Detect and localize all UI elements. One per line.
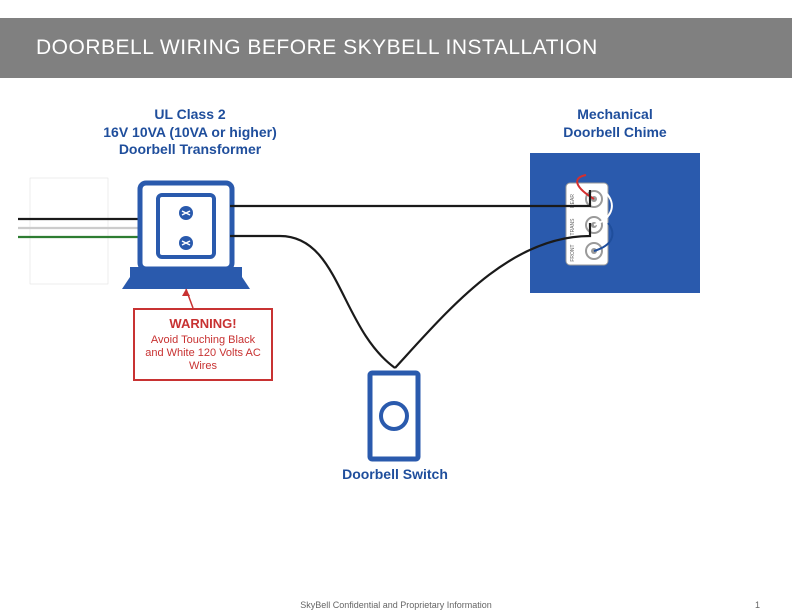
- diagram-canvas: REARTRANSFRONT UL Class 2 16V 10VA (10VA…: [0, 78, 792, 538]
- chime-label-l2: Doorbell Chime: [563, 124, 666, 140]
- transformer-label-l3: Doorbell Transformer: [119, 141, 261, 157]
- svg-text:FRONT: FRONT: [570, 244, 576, 261]
- warning-body-l2: and White 120 Volts AC: [145, 347, 261, 359]
- footer-text: SkyBell Confidential and Proprietary Inf…: [300, 600, 492, 610]
- warning-callout: WARNING! Avoid Touching Black and White …: [133, 308, 273, 381]
- page-title: DOORBELL WIRING BEFORE SKYBELL INSTALLAT…: [36, 36, 792, 60]
- transformer-label-l1: UL Class 2: [154, 106, 225, 122]
- chime-label: Mechanical Doorbell Chime: [520, 106, 710, 141]
- chime-label-l1: Mechanical: [577, 106, 652, 122]
- switch-label: Doorbell Switch: [320, 466, 470, 484]
- warning-title: WARNING!: [143, 316, 263, 332]
- transformer-label-l2: 16V 10VA (10VA or higher): [103, 124, 277, 140]
- svg-text:TRANS: TRANS: [570, 218, 576, 236]
- warning-body-l3: Wires: [189, 360, 217, 372]
- transformer-label: UL Class 2 16V 10VA (10VA or higher) Doo…: [90, 106, 290, 159]
- title-header-bar: DOORBELL WIRING BEFORE SKYBELL INSTALLAT…: [0, 18, 792, 78]
- warning-body-l1: Avoid Touching Black: [151, 334, 255, 346]
- switch-label-text: Doorbell Switch: [342, 466, 448, 482]
- footer-page-number: 1: [755, 600, 760, 610]
